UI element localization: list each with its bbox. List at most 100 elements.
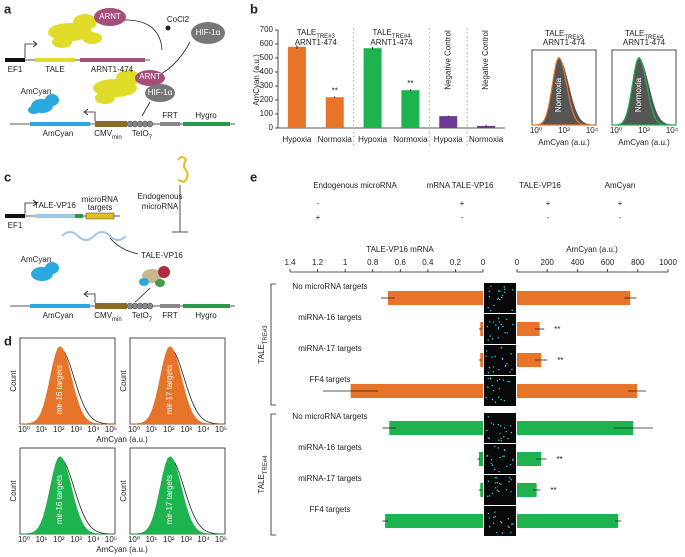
micrograph-cell	[487, 416, 490, 418]
gene-label: CMV	[94, 129, 112, 138]
micrograph-cell	[509, 477, 511, 479]
category-label: FF4 targets	[310, 375, 351, 384]
micrograph-cell	[506, 332, 508, 334]
micrograph-cell	[490, 285, 492, 288]
y-tick-label: 500	[260, 53, 274, 62]
bar	[325, 97, 344, 128]
mirna-label: Endogenous	[138, 192, 183, 201]
micrograph-cell	[512, 459, 514, 462]
gene-subscript: min	[112, 135, 122, 141]
bar	[517, 322, 540, 336]
micrograph-cell	[488, 517, 491, 519]
gene-label: FRT	[162, 111, 178, 120]
micrograph-cell	[509, 371, 511, 373]
y-tick-label: 400	[260, 67, 274, 76]
x-tick-label: Hypoxia	[434, 135, 463, 144]
micrograph-cell	[485, 355, 487, 358]
significance: **	[556, 455, 562, 464]
micrograph-cell	[498, 368, 500, 371]
target-label: microRNA	[82, 195, 119, 204]
micrograph-cell	[503, 435, 505, 438]
table-cell: -	[317, 199, 320, 208]
x-axis-title: AmCyan (a.u.)	[566, 245, 618, 254]
micrograph-cell	[504, 291, 506, 294]
micrograph-cell	[497, 396, 500, 398]
micrograph-cell	[500, 425, 502, 427]
x-axis-title: AmCyan (a.u.)	[538, 138, 590, 147]
table-cell: +	[316, 213, 321, 222]
micrograph-cell	[488, 366, 491, 369]
micrograph-cell	[492, 321, 495, 323]
x-tick-label: Hypoxia	[282, 135, 311, 144]
table-cell: +	[460, 199, 465, 208]
hist-tick-label: 10⁵	[215, 535, 227, 544]
group-label-main: TALE	[372, 28, 391, 37]
bar	[387, 291, 483, 305]
protein-label: ARNT	[99, 12, 121, 21]
micrograph-cell	[503, 399, 506, 402]
gene-label: AmCyan	[43, 129, 74, 138]
x-tick-label: 1.4	[284, 258, 296, 267]
x-tick-label: 200	[541, 258, 555, 267]
micrograph-cell	[502, 455, 504, 457]
y-axis-title: Count	[119, 370, 128, 392]
group-label-main: TALE	[257, 344, 266, 363]
table-cell: -	[461, 213, 464, 222]
micrograph-cell	[498, 439, 500, 441]
micrograph-cell	[504, 449, 506, 452]
micrograph-cell	[485, 350, 488, 352]
micrograph-cell	[486, 429, 488, 432]
micrograph-cell	[496, 531, 498, 534]
hist-tick-label: 10⁰	[128, 425, 140, 434]
micrograph-cell	[501, 358, 504, 360]
micrograph-cell	[506, 318, 508, 321]
hist-tick-label: 10⁵	[215, 425, 227, 434]
micrograph-cell	[510, 425, 512, 427]
hist-sample	[19, 456, 116, 535]
micrograph-cell	[511, 309, 513, 311]
micrograph-cell	[507, 380, 509, 383]
x-tick-label: 0.4	[422, 258, 434, 267]
micrograph-cell	[488, 437, 491, 440]
gene-label: EF1	[8, 65, 23, 74]
x-axis-title: TALE-VP16 mRNA	[366, 245, 434, 254]
micrograph-cell	[496, 489, 498, 491]
micrograph-cell	[510, 431, 513, 434]
protein-label: AmCyan	[21, 255, 52, 264]
table-cell: -	[547, 213, 550, 222]
hist-tick-label: 10⁴	[87, 425, 100, 434]
group-label: Negative Control	[481, 30, 490, 90]
y-tick-label: 0	[269, 123, 274, 132]
bar	[517, 421, 634, 435]
micrograph-cell	[494, 445, 496, 448]
y-tick-label: 100	[260, 109, 274, 118]
hist-tick-label: 10⁵	[105, 535, 117, 544]
table-cell: +	[546, 199, 551, 208]
micrograph-cell	[486, 495, 489, 497]
hist-title-main: TALE	[625, 29, 644, 38]
group-bracket	[270, 413, 276, 536]
hist-title-line2: ARNT1-474	[543, 38, 586, 47]
panel-label: b	[250, 1, 258, 16]
micrograph-cell	[498, 321, 500, 323]
hist-tick-label: 10⁰	[18, 425, 30, 434]
hist-tick-label: 10¹	[36, 425, 48, 434]
micrograph-cell	[487, 372, 490, 374]
hist-label: Normoxia	[554, 77, 563, 112]
hist-tick-label: 10¹	[36, 535, 48, 544]
micrograph-cell	[500, 296, 503, 299]
micrograph-cell	[500, 522, 503, 524]
micrograph-cell	[508, 381, 511, 383]
micrograph-cell	[511, 523, 513, 525]
micrograph	[484, 506, 516, 536]
x-tick-label: Normoxia	[469, 135, 504, 144]
mirna-label: microRNA	[142, 202, 179, 211]
y-axis-title: AmCyan (a.u.)	[252, 54, 261, 106]
hist-tick-label: 10³	[180, 425, 192, 434]
micrograph-cell	[490, 309, 492, 312]
x-tick-label: 1	[343, 258, 348, 267]
micrograph-cell	[487, 480, 490, 482]
micrograph-cell	[500, 483, 502, 485]
micrograph-cell	[503, 286, 506, 288]
